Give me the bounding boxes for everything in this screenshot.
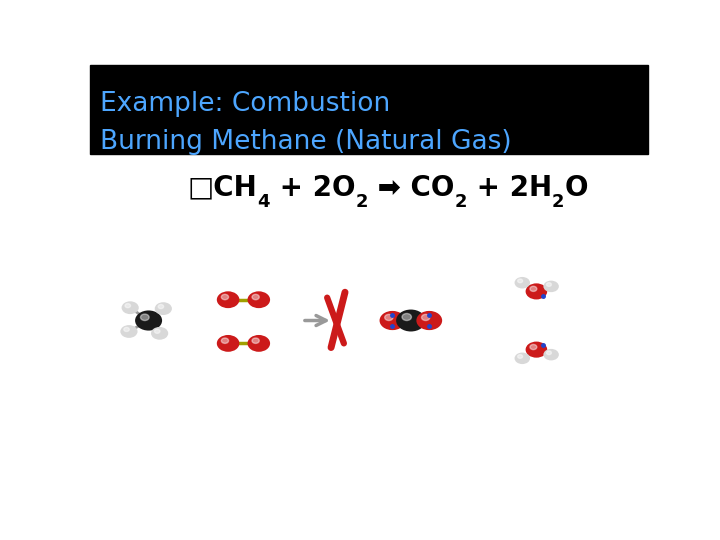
- Circle shape: [544, 281, 559, 292]
- Circle shape: [402, 314, 411, 321]
- Circle shape: [526, 284, 547, 300]
- Circle shape: [140, 314, 149, 321]
- Circle shape: [125, 303, 130, 308]
- Text: + 2O: + 2O: [270, 174, 356, 202]
- Circle shape: [546, 351, 552, 355]
- Text: 2: 2: [454, 193, 467, 212]
- Circle shape: [526, 342, 547, 357]
- Circle shape: [151, 327, 168, 340]
- Circle shape: [124, 327, 130, 332]
- Circle shape: [515, 353, 530, 364]
- Text: ➡ CO: ➡ CO: [368, 174, 454, 202]
- Circle shape: [221, 294, 228, 300]
- Text: 2: 2: [356, 193, 368, 212]
- Circle shape: [248, 335, 270, 352]
- Circle shape: [518, 355, 523, 359]
- Circle shape: [155, 329, 160, 333]
- Circle shape: [421, 314, 430, 321]
- Circle shape: [155, 302, 172, 315]
- Circle shape: [544, 349, 559, 360]
- Circle shape: [221, 338, 228, 343]
- Text: + 2H: + 2H: [467, 174, 552, 202]
- Text: Burning Methane (Natural Gas): Burning Methane (Natural Gas): [100, 129, 512, 155]
- Circle shape: [384, 314, 393, 321]
- Circle shape: [416, 311, 442, 330]
- Circle shape: [252, 294, 259, 300]
- Circle shape: [120, 325, 138, 338]
- Circle shape: [217, 335, 239, 352]
- Text: O: O: [564, 174, 588, 202]
- Circle shape: [135, 310, 162, 330]
- Circle shape: [530, 286, 537, 292]
- Circle shape: [248, 291, 270, 308]
- Circle shape: [158, 305, 163, 309]
- Circle shape: [217, 291, 239, 308]
- Circle shape: [518, 279, 523, 283]
- Circle shape: [379, 311, 405, 330]
- Text: 4: 4: [258, 193, 270, 212]
- Bar: [90, 65, 648, 154]
- Circle shape: [546, 283, 552, 286]
- Circle shape: [530, 345, 537, 349]
- Circle shape: [396, 309, 426, 332]
- Text: □CH: □CH: [188, 174, 258, 202]
- Text: 2: 2: [552, 193, 564, 212]
- Circle shape: [252, 338, 259, 343]
- Circle shape: [122, 301, 139, 314]
- Text: Example: Combustion: Example: Combustion: [100, 91, 390, 117]
- Circle shape: [515, 277, 530, 288]
